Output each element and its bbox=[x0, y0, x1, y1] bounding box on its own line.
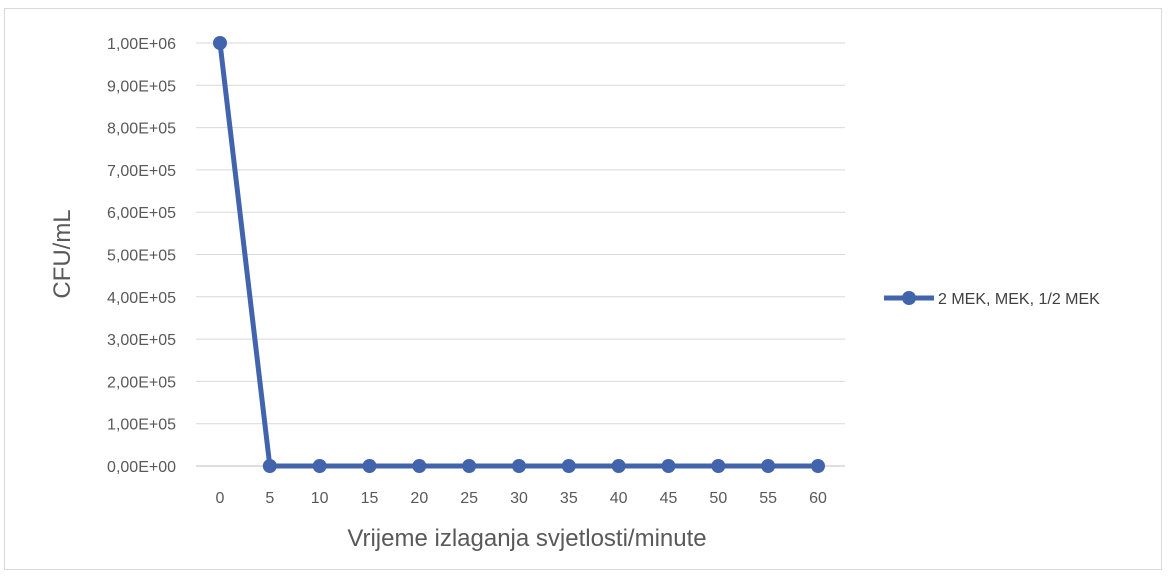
legend-point-marker bbox=[902, 291, 916, 305]
x-tick-label: 25 bbox=[460, 490, 478, 507]
data-point bbox=[811, 459, 825, 473]
data-point bbox=[561, 459, 576, 473]
legend: 2 MEK, MEK, 1/2 MEK bbox=[884, 291, 1100, 308]
data-point bbox=[362, 459, 377, 473]
y-tick-label: 6,00E+05 bbox=[107, 205, 176, 222]
data-point bbox=[312, 459, 327, 473]
y-axis-ticks: 0,00E+00 1,00E+05 2,00E+05 3,00E+05 4,00E+05… bbox=[107, 36, 176, 476]
x-tick-label: 45 bbox=[660, 490, 678, 507]
x-tick-label: 50 bbox=[709, 490, 727, 507]
y-axis-title: CFU/mL bbox=[49, 209, 76, 298]
x-tick-label: 20 bbox=[410, 490, 428, 507]
x-tick-label: 60 bbox=[809, 490, 827, 507]
data-point bbox=[412, 459, 427, 473]
chart-frame bbox=[4, 8, 1162, 570]
x-tick-label: 30 bbox=[510, 490, 528, 507]
series-group bbox=[213, 36, 825, 473]
y-tick-label: 5,00E+05 bbox=[107, 248, 176, 265]
data-point bbox=[761, 459, 776, 473]
y-tick-label: 9,00E+05 bbox=[107, 78, 176, 95]
x-tick-label: 35 bbox=[560, 490, 578, 507]
gridlines bbox=[196, 42, 845, 467]
y-tick-label: 3,00E+05 bbox=[107, 332, 176, 349]
data-point bbox=[611, 459, 626, 473]
y-tick-label: 0,00E+00 bbox=[107, 459, 176, 476]
x-axis-ticks: 0 5 10 15 20 25 30 35 40 45 50 55 60 bbox=[216, 490, 827, 507]
y-tick-label: 7,00E+05 bbox=[107, 163, 176, 180]
data-point bbox=[711, 459, 726, 473]
x-tick-label: 55 bbox=[759, 490, 777, 507]
y-tick-label: 4,00E+05 bbox=[107, 290, 176, 307]
y-tick-label: 8,00E+05 bbox=[107, 121, 176, 138]
legend-label: 2 MEK, MEK, 1/2 MEK bbox=[938, 291, 1100, 308]
x-tick-label: 5 bbox=[265, 490, 274, 507]
x-tick-label: 0 bbox=[216, 490, 225, 507]
x-tick-label: 10 bbox=[311, 490, 329, 507]
y-tick-label: 2,00E+05 bbox=[107, 374, 176, 391]
x-axis-title: Vrijeme izlaganja svjetlosti/minute bbox=[347, 525, 706, 552]
y-tick-label: 1,00E+05 bbox=[107, 417, 176, 434]
data-point bbox=[213, 36, 227, 50]
data-point bbox=[661, 459, 676, 473]
data-point bbox=[512, 459, 526, 473]
y-tick-label: 1,00E+06 bbox=[107, 36, 176, 53]
x-tick-label: 40 bbox=[610, 490, 628, 507]
data-point bbox=[462, 459, 477, 473]
x-tick-label: 15 bbox=[361, 490, 379, 507]
data-point bbox=[262, 459, 277, 473]
